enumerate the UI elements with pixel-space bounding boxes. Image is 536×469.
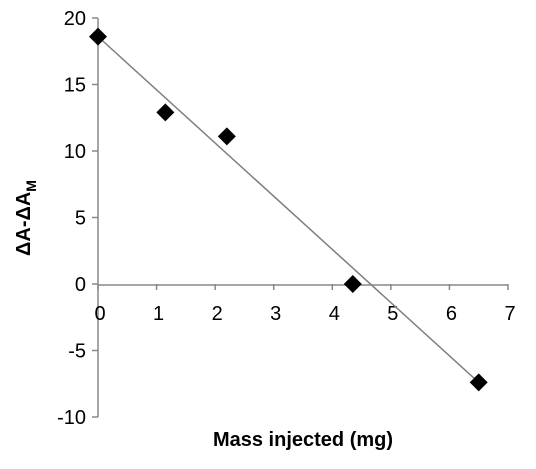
x-tick-label: 6 [446,303,457,325]
y-tick-label: 10 [64,141,86,163]
data-point [469,373,488,392]
x-ticks: 0 1 2 3 4 5 6 7 [94,284,516,325]
trendline [97,36,480,383]
x-tick-label: 7 [504,303,515,325]
x-tick-label: 1 [153,303,164,325]
y-tick-label: -5 [68,341,86,363]
y-tick-label: 0 [75,274,86,296]
y-tick-label: 5 [75,208,86,230]
x-tick-label: 2 [212,303,223,325]
data-points [89,27,488,392]
data-point [217,127,236,146]
x-tick-label: 3 [270,303,281,325]
y-axis-title-main: ΔA-ΔA [13,192,35,256]
plot-area: -10 -5 0 5 10 15 20 0 1 2 3 4 5 6 7 [57,8,515,429]
y-tick-label: -10 [57,407,86,429]
y-tick-label: 20 [64,8,86,30]
x-axis-title: Mass injected (mg) [213,429,393,451]
y-tick-label: 15 [64,75,86,97]
x-tick-label: 4 [329,303,340,325]
y-ticks: -10 -5 0 5 10 15 20 [57,8,98,429]
data-point [343,275,362,293]
y-axis-title-subscript: M [23,180,39,192]
data-point [89,27,107,46]
x-tick-label: 5 [387,303,398,325]
trendline-line [97,36,480,383]
y-axis-title: ΔA-ΔAM [13,180,39,256]
x-tick-label: 0 [94,303,105,325]
data-point [156,103,175,122]
